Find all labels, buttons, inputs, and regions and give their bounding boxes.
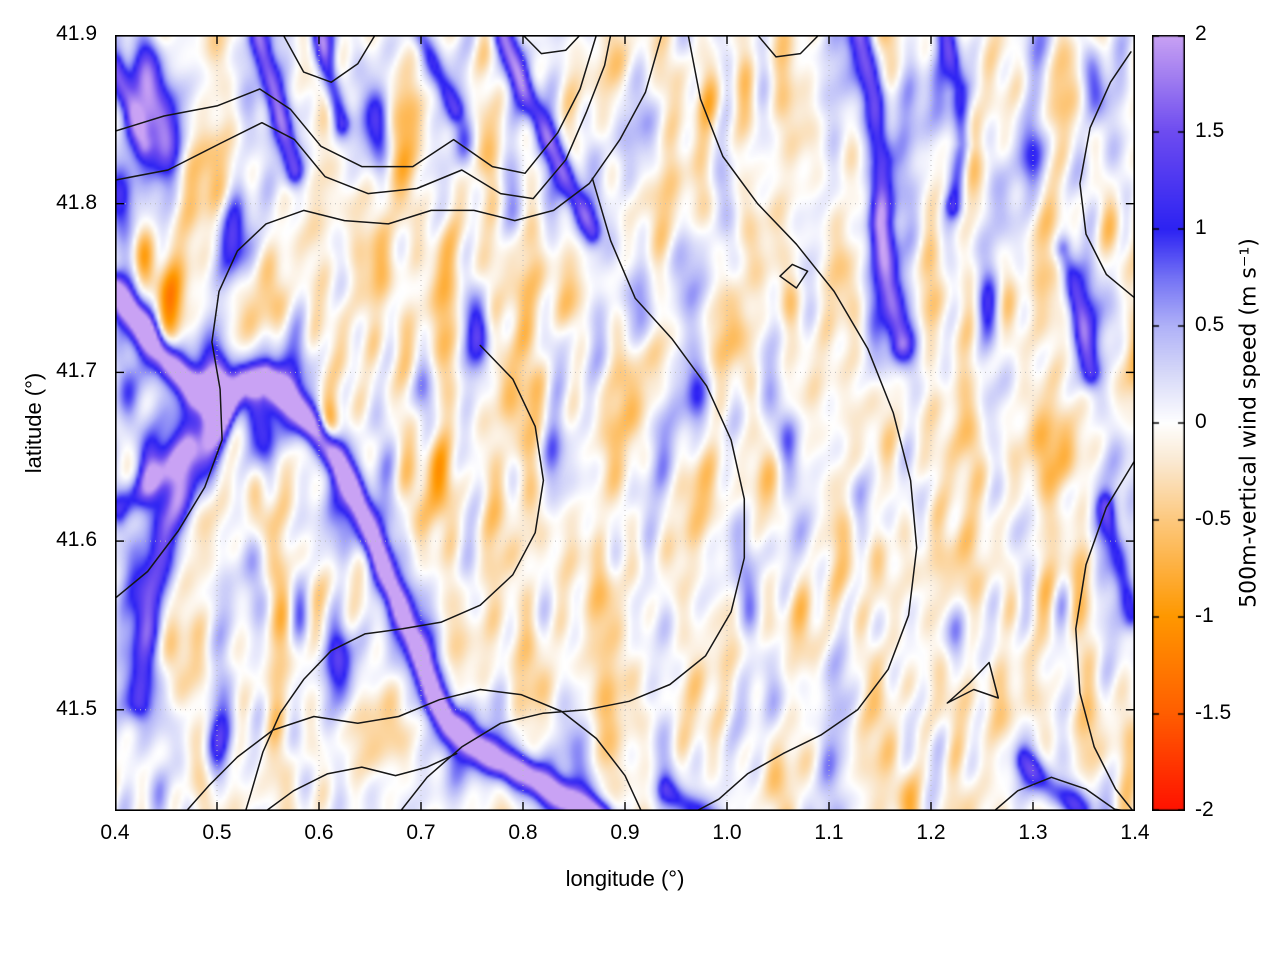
plot-area xyxy=(115,35,1135,811)
x-tick-label: 1.1 xyxy=(814,821,844,844)
x-tick-label: 0.7 xyxy=(406,821,436,844)
colorbar-tick-label: -1 xyxy=(1195,604,1214,627)
colorbar-tick-label: 1 xyxy=(1195,216,1207,239)
x-tick-label: 0.6 xyxy=(304,821,334,844)
y-tick-label: 41.8 xyxy=(56,190,97,214)
colorbar-tick-label: -2 xyxy=(1195,798,1214,821)
colorbar-gradient xyxy=(1152,35,1185,811)
y-axis-label: latitude (°) xyxy=(21,372,46,474)
y-tick-label: 41.5 xyxy=(56,696,97,720)
colorbar-tick-label: 2 xyxy=(1195,22,1207,45)
colorbar-tick-labels: 2 1.5 1 0.5 0 -0.5 -1 -1.5 -2 xyxy=(1195,22,1275,821)
x-tick-label: 1.2 xyxy=(916,821,946,844)
y-tick-label: 41.9 xyxy=(56,22,97,45)
x-tick-label: 0.5 xyxy=(202,821,232,844)
y-tick-label: 41.7 xyxy=(56,359,97,383)
colorbar-tick-label: -1.5 xyxy=(1195,701,1232,724)
x-tick-label: 1.0 xyxy=(712,821,742,844)
colorbar-tick-label: 1.5 xyxy=(1195,119,1225,142)
y-tick-labels: 41.5 41.6 41.7 41.8 41.9 xyxy=(0,22,107,811)
x-tick-label: 0.8 xyxy=(508,821,538,844)
x-tick-label: 0.4 xyxy=(100,821,130,844)
x-axis-label: longitude (°) xyxy=(565,866,685,891)
x-tick-labels: 0.4 0.5 0.6 0.7 0.8 0.9 1.0 1.1 1.2 1.3 1.4 xyxy=(100,821,1149,847)
x-tick-label: 0.9 xyxy=(610,821,640,844)
colorbar-tick-label: 0 xyxy=(1195,410,1207,433)
heatmap-canvas xyxy=(115,35,1135,811)
colorbar-label: 500m-vertical wind speed (m s⁻¹) xyxy=(1236,238,1262,608)
plot-overlay xyxy=(115,35,1135,811)
colorbar-tick-label: -0.5 xyxy=(1195,507,1232,530)
colorbar-tick-label: 0.5 xyxy=(1195,313,1225,336)
colorbar xyxy=(1152,35,1185,811)
y-tick-label: 41.6 xyxy=(56,528,97,552)
x-tick-label: 1.3 xyxy=(1018,821,1048,844)
x-tick-label: 1.4 xyxy=(1120,821,1150,844)
